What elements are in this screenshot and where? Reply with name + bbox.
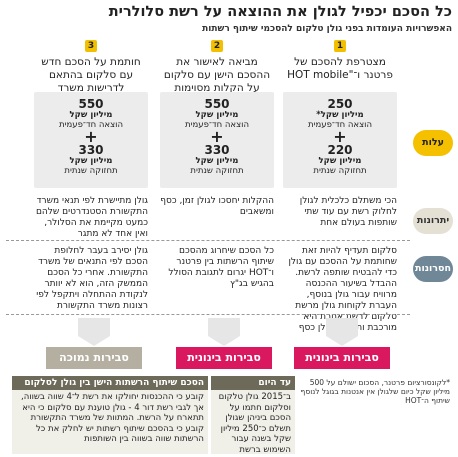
option-1-column: 1 מצטרפת להסכם של פרטנר ו־"HOT mobile <box>283 40 397 96</box>
annual-amount: 330 <box>204 143 230 157</box>
amount-desc: הוצאה חד־פעמית <box>185 120 249 130</box>
one-time-amount: 550 <box>78 97 104 111</box>
cost-box: 550 מיליון שקל הוצאה חד־פעמית + 330 מילי… <box>160 92 274 188</box>
footnote: *לקונסורציום פרטנר, הסכום ישולם על 500 מ… <box>300 378 450 405</box>
old-agreement-box: הסכם שיתוף הרשתות הישן בין גולן לסלקום ק… <box>12 376 208 454</box>
amount-unit: מיליון שקל <box>195 110 239 120</box>
down-arrow-icon <box>208 318 240 346</box>
amount-desc: הוצאה חד־פעמית <box>59 120 123 130</box>
amount-unit: מיליון שקל <box>318 156 362 166</box>
divider <box>6 240 410 241</box>
cost-box: 550 מיליון שקל הוצאה חד־פעמית + 330 מילי… <box>34 92 148 188</box>
amount-desc: תחזוקה שנתית <box>190 166 244 176</box>
option-heading: חותמת על הסכם חדש עם סלקום בהתאם לדרישות… <box>41 56 141 107</box>
annual-amount: 220 <box>327 143 353 157</box>
amount-desc: תחזוקה שנתית <box>313 166 367 176</box>
down-arrow-icon <box>326 318 358 346</box>
disadvantage-text: גולן יסירב בעבר לחלופת הסכם לפי התנאים ש… <box>36 246 148 311</box>
annual-amount: 330 <box>78 143 104 157</box>
likelihood-badge: סבירות בינונית <box>294 347 390 369</box>
amount-unit: מיליון שקל <box>69 110 113 120</box>
option-heading: מצטרפת להסכם של פרטנר ו־"HOT mobile <box>287 56 393 81</box>
option-number-badge: 1 <box>334 40 346 52</box>
option-heading: מביאה לאישור את ההסכם הישן עם סלקום על ה… <box>163 56 271 94</box>
page-title: כל הסכם יכפיל לגולן את ההוצאה על רשת סלו… <box>108 4 452 20</box>
plus-sign: + <box>84 127 98 146</box>
option-2-column: 2 מביאה לאישור את ההסכם הישן עם סלקום על… <box>160 40 274 96</box>
advantages-label: יתרונות <box>413 208 453 234</box>
option-number-badge: 3 <box>85 40 97 52</box>
cost-box: 250 מיליון שקל* הוצאה חד־פעמית + 220 מיל… <box>283 92 397 188</box>
down-arrow-icon <box>78 318 110 346</box>
amount-unit: מיליון שקל* <box>316 110 364 120</box>
disadvantage-text: כל הסכם שיחרוג מהסכם שיתוף הרשתות בין פר… <box>168 246 274 289</box>
advantage-text: הכי משתלם כלכלית לגולן לחלוק רשת עם עוד … <box>299 196 397 228</box>
amount-desc: תחזוקה שנתית <box>64 166 118 176</box>
box-body: ב־2015 גולן טלקום וסלקום חתמו על הסכם בי… <box>218 392 291 455</box>
box-body: קובע כי ההכנסות יחולקו את רשת ל־4 שווה ב… <box>21 392 204 444</box>
cost-label: עלות <box>413 130 453 156</box>
today-box: עד היום ב־2015 גולן טלקום וסלקום חתמו על… <box>211 376 295 455</box>
likelihood-badge: סבירות נמוכה <box>46 347 142 369</box>
option-3-column: 3 חותמת על הסכם חדש עם סלקום בהתאם לדריש… <box>34 40 148 107</box>
advantage-text: ההקלות יחסכו לגולן זמן, כסף ומשאבים <box>160 196 274 217</box>
page-subtitle: האפשרויות העומדות בפני גולן טלקום להסכמי… <box>202 24 452 34</box>
amount-unit: מיליון שקל <box>195 156 239 166</box>
one-time-amount: 250 <box>327 97 353 111</box>
box-title: עד היום <box>211 376 295 390</box>
option-number-badge: 2 <box>211 40 223 52</box>
one-time-amount: 550 <box>204 97 230 111</box>
disadvantages-label: חסרונות <box>413 256 453 282</box>
amount-unit: מיליון שקל <box>69 156 113 166</box>
plus-sign: + <box>210 127 224 146</box>
amount-desc: הוצאה חד־פעמית <box>308 120 372 130</box>
divider <box>6 314 410 315</box>
advantage-text: גולן מתיישרת לפי תנאי משרד התקשורת הסטנד… <box>35 196 148 239</box>
plus-sign: + <box>333 127 347 146</box>
likelihood-badge: סבירות בינונית <box>176 347 272 369</box>
box-title: הסכם שיתוף הרשתות הישן בין גולן לסלקום <box>12 376 208 390</box>
